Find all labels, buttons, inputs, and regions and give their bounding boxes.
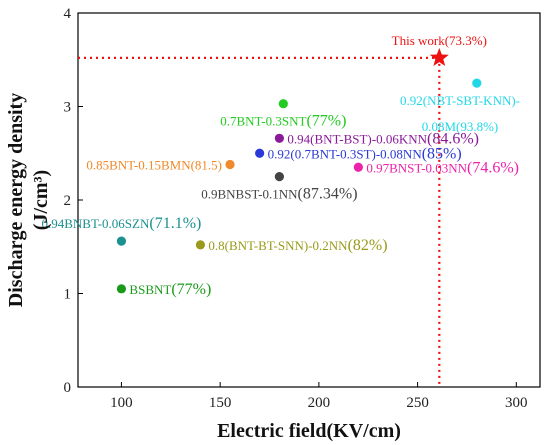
point-label: 0.9BNBST-0.1NN(87.34%) — [201, 186, 357, 203]
point-label: 0.85BNT-0.15BMN(81.5) — [86, 157, 222, 172]
x-tick-label: 100 — [110, 395, 133, 411]
point-label: 0.8(BNT-BT-SNN)-0.2NN(82%) — [208, 237, 387, 254]
data-point-3 — [225, 159, 235, 170]
y-tick-label: 1 — [64, 287, 72, 303]
x-tick-label: 300 — [505, 395, 528, 411]
point-label-line2: 0.08M(93.8%) — [422, 119, 499, 134]
point-label: 0.94BNBT-0.06SZN(71.1%) — [42, 215, 202, 232]
data-point-2 — [195, 240, 206, 250]
data-point-0 — [116, 284, 127, 294]
data-point-1 — [116, 236, 127, 246]
point-label: This work(73.3%) — [392, 33, 487, 48]
x-tick-label: 250 — [406, 395, 429, 411]
data-point-6 — [274, 133, 284, 143]
data-point-7 — [278, 99, 288, 109]
data-point-4 — [255, 148, 265, 158]
data-point-star — [429, 47, 449, 66]
point-label: 0.94(BNT-BST)-0.06KNN(84.6%) — [287, 130, 479, 147]
y-axis-title: Discharge energy density — [5, 93, 27, 307]
y-axis-unit: (J/cm³) — [30, 170, 52, 230]
y-tick-label: 4 — [64, 6, 72, 22]
x-tick-label: 150 — [209, 395, 232, 411]
point-label: 0.92(0.7BNT-0.3ST)-0.08NN(85%) — [268, 145, 462, 162]
y-tick-label: 3 — [64, 100, 72, 116]
point-label: 0.97BNST-0.03NN(74.6%) — [366, 159, 519, 176]
data-point-9 — [472, 78, 482, 88]
point-label: 0.92(NBT-SBT-KNN)- — [400, 93, 520, 108]
y-tick-label: 2 — [64, 193, 72, 209]
x-axis-title: Electric field(KV/cm) — [217, 420, 401, 442]
point-label: BSBNT(77%) — [129, 281, 211, 298]
data-point-8 — [353, 162, 363, 172]
point-label: 0.7BNT-0.3SNT(77%) — [220, 113, 346, 130]
x-tick-label: 200 — [308, 395, 331, 411]
data-point-5 — [274, 172, 284, 182]
y-tick-label: 0 — [64, 380, 72, 396]
